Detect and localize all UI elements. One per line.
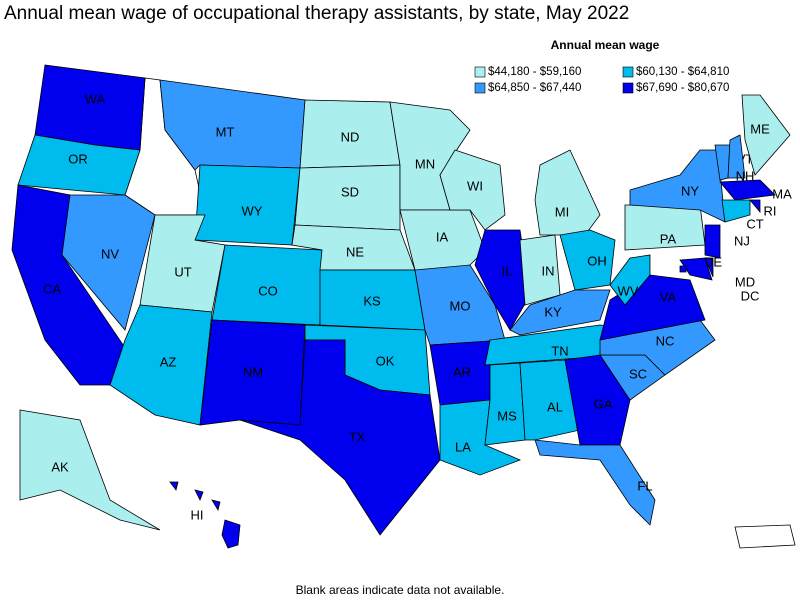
- legend-swatch: [474, 66, 486, 78]
- state-label: DC: [741, 288, 760, 303]
- state: [519, 359, 581, 441]
- state: [484, 362, 526, 446]
- state-label: NE: [346, 244, 364, 259]
- state-label: GA: [594, 396, 613, 411]
- state-label: AL: [547, 399, 563, 414]
- state-label: KY: [544, 304, 562, 319]
- state-label: SC: [629, 366, 647, 381]
- state: [679, 257, 713, 281]
- legend-label: $67,690 - $80,670: [636, 82, 729, 94]
- state: [609, 254, 651, 306]
- state-label: NH: [736, 168, 755, 183]
- state: [509, 289, 611, 336]
- state-label: ND: [341, 129, 360, 144]
- legend-label: $60,130 - $64,810: [636, 66, 729, 78]
- legend-swatch: [622, 66, 634, 78]
- state-label: OK: [376, 353, 395, 368]
- state-label: NY: [681, 183, 699, 198]
- legend-label: $44,180 - $59,160: [488, 66, 581, 78]
- state: [239, 339, 441, 536]
- state: [109, 304, 213, 426]
- state-label: WV: [618, 283, 639, 298]
- state-label: VA: [660, 289, 677, 304]
- legend-swatch: [474, 82, 486, 94]
- state-label: FL: [637, 478, 652, 493]
- states: WA OR CA NV MT WY UT AZ CO NM ND SD NE KS OK TX MN IA MO AR…: [11, 64, 792, 549]
- state-label: AZ: [160, 354, 177, 369]
- state-label: MI: [555, 204, 569, 219]
- legend-title: Annual mean wage: [551, 38, 660, 52]
- state-label: ME: [750, 121, 770, 136]
- state-label: IA: [436, 229, 449, 244]
- state: [19, 409, 161, 531]
- state-label: KS: [363, 293, 381, 308]
- state-label: PA: [660, 231, 677, 246]
- state-label: NV: [101, 246, 119, 261]
- state: [704, 224, 721, 259]
- state-label: SD: [341, 184, 359, 199]
- state-label: CO: [258, 283, 278, 298]
- no-data-area: [734, 524, 796, 549]
- state: [221, 519, 241, 549]
- state-label: NC: [656, 333, 675, 348]
- state-label: NM: [243, 364, 263, 379]
- state-label: WY: [242, 203, 263, 218]
- note: Blank areas indicate data not available.: [296, 583, 505, 597]
- state: [741, 94, 791, 176]
- state-label: MD: [735, 274, 755, 289]
- state: [749, 199, 761, 214]
- state: [559, 229, 616, 291]
- legend-swatch: [622, 82, 634, 94]
- legend: $44,180 - $59,160 $60,130 - $64,810 $64,85…: [474, 66, 729, 94]
- state-label: DE: [704, 254, 722, 269]
- state-label: LA: [455, 439, 471, 454]
- state-label: AK: [51, 459, 69, 474]
- state: [439, 149, 506, 231]
- state-label: MA: [772, 186, 792, 201]
- state: [704, 257, 714, 278]
- state: [721, 199, 751, 223]
- state-label: IL: [502, 263, 513, 278]
- state-label: MT: [216, 124, 235, 139]
- state-label: MN: [415, 156, 435, 171]
- state-label: WI: [467, 178, 483, 193]
- state-label: TN: [551, 343, 568, 358]
- state-label: IN: [542, 263, 555, 278]
- state: [194, 489, 204, 501]
- state-label: AR: [453, 364, 471, 379]
- state-label: MS: [497, 408, 517, 423]
- state-label: UT: [174, 264, 191, 279]
- state-label: TX: [349, 429, 366, 444]
- state: [679, 265, 687, 273]
- state: [564, 354, 631, 446]
- state-label: MO: [450, 298, 471, 313]
- state-label: CA: [43, 281, 61, 296]
- state: [534, 149, 601, 236]
- state: [17, 134, 141, 196]
- legend-label: $64,850 - $67,440: [488, 82, 581, 94]
- state-label: OR: [68, 151, 88, 166]
- state-label: CT: [746, 216, 763, 231]
- state: [534, 439, 656, 526]
- state-label: RI: [764, 203, 777, 218]
- state-label: NJ: [734, 233, 750, 248]
- state-label: WA: [85, 91, 106, 106]
- state: [727, 134, 746, 179]
- state: [169, 481, 179, 491]
- state: [629, 149, 726, 223]
- map-title: Annual mean wage of occupational therapy…: [4, 3, 629, 24]
- state: [34, 64, 146, 151]
- state-label: HI: [191, 507, 204, 522]
- state: [211, 499, 221, 512]
- state: [719, 179, 776, 201]
- state-label: OH: [587, 253, 607, 268]
